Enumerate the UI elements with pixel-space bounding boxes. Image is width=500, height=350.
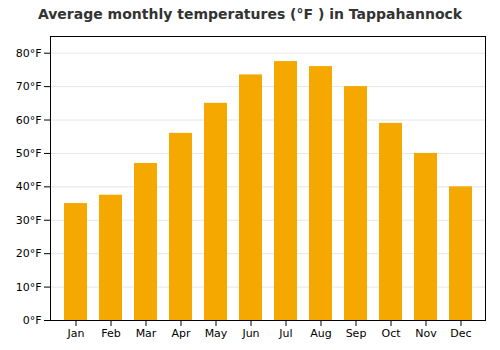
svg-text:80°F: 80°F bbox=[16, 47, 42, 60]
svg-text:Aug: Aug bbox=[310, 327, 331, 340]
svg-text:Nov: Nov bbox=[415, 327, 437, 340]
svg-text:60°F: 60°F bbox=[16, 114, 42, 127]
svg-text:70°F: 70°F bbox=[16, 80, 42, 93]
svg-text:Jan: Jan bbox=[67, 327, 85, 340]
svg-text:Oct: Oct bbox=[381, 327, 401, 340]
svg-text:Dec: Dec bbox=[450, 327, 471, 340]
svg-text:Jul: Jul bbox=[278, 327, 292, 340]
svg-text:10°F: 10°F bbox=[16, 281, 42, 294]
svg-text:Jun: Jun bbox=[241, 327, 259, 340]
html-text:Average monthly temperatures (: Average monthly temperatures (°F ) in Ta… bbox=[37, 6, 463, 22]
svg-text:Apr: Apr bbox=[171, 327, 191, 340]
svg-text:Sep: Sep bbox=[346, 327, 367, 340]
svg-text:May: May bbox=[205, 327, 228, 340]
svg-text:50°F: 50°F bbox=[16, 147, 42, 160]
svg-text:40°F: 40°F bbox=[16, 180, 42, 193]
svg-text:Mar: Mar bbox=[136, 327, 157, 340]
svg-text:Feb: Feb bbox=[101, 327, 120, 340]
svg-text:30°F: 30°F bbox=[16, 214, 42, 227]
svg-text:20°F: 20°F bbox=[16, 247, 42, 260]
svg-text:0°F: 0°F bbox=[23, 314, 42, 327]
